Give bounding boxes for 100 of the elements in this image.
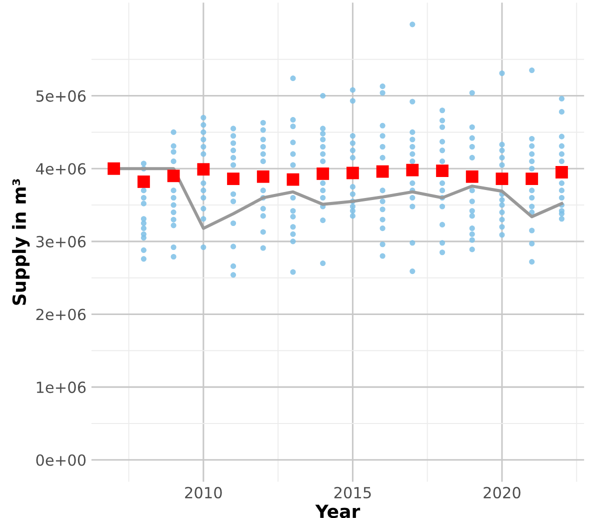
point — [140, 247, 146, 253]
point — [529, 228, 535, 234]
point — [380, 84, 386, 90]
point — [140, 220, 146, 226]
point — [469, 144, 475, 150]
point — [170, 143, 176, 149]
point — [167, 170, 180, 182]
point — [380, 216, 386, 222]
point — [140, 188, 146, 194]
point — [440, 118, 446, 124]
point — [440, 222, 446, 228]
point — [227, 172, 240, 186]
point — [256, 170, 270, 183]
point — [230, 133, 236, 139]
point — [380, 242, 386, 248]
y-tick-label: 1e+06 — [36, 382, 86, 394]
point — [260, 245, 266, 251]
point — [529, 143, 535, 149]
point — [230, 244, 236, 250]
point — [380, 253, 386, 259]
point — [558, 210, 564, 217]
point — [529, 136, 535, 142]
point — [380, 206, 386, 212]
point — [170, 129, 176, 135]
point — [529, 151, 535, 157]
point — [499, 216, 505, 222]
point — [380, 90, 386, 96]
point — [320, 188, 326, 194]
point — [440, 148, 446, 154]
point — [346, 166, 359, 180]
point — [200, 144, 206, 150]
point — [410, 144, 416, 150]
point — [320, 158, 326, 164]
point — [320, 260, 326, 266]
point — [440, 204, 446, 210]
point — [555, 166, 568, 178]
point — [230, 140, 236, 146]
point — [469, 124, 475, 130]
point — [350, 133, 356, 139]
point — [350, 208, 356, 214]
point — [499, 162, 505, 168]
point — [558, 134, 564, 140]
point — [410, 136, 416, 142]
point — [290, 140, 296, 146]
point — [350, 213, 356, 219]
point — [290, 124, 296, 130]
point — [380, 198, 386, 204]
point — [320, 126, 326, 132]
point — [230, 220, 236, 226]
point — [440, 188, 446, 194]
point — [320, 151, 326, 157]
point — [260, 120, 266, 126]
point — [499, 202, 505, 208]
point — [320, 93, 326, 99]
point — [170, 158, 176, 164]
point — [140, 226, 146, 232]
point — [410, 204, 416, 210]
point — [290, 231, 296, 237]
point — [529, 188, 535, 194]
point — [290, 269, 296, 275]
point — [558, 188, 564, 194]
point — [200, 244, 206, 250]
y-tick-label: 0e+00 — [36, 454, 86, 466]
point — [230, 263, 236, 269]
point — [170, 216, 176, 222]
point — [469, 154, 475, 160]
point — [320, 218, 326, 224]
point — [200, 129, 206, 135]
point — [350, 98, 356, 104]
point — [290, 151, 296, 157]
point — [529, 166, 535, 172]
point — [529, 259, 535, 265]
point — [350, 154, 356, 160]
point — [466, 170, 478, 183]
point — [230, 154, 236, 160]
point — [410, 240, 416, 246]
point — [230, 191, 236, 197]
y-tick-label: 2e+06 — [36, 308, 86, 320]
point — [290, 76, 296, 82]
point — [469, 135, 475, 141]
point — [140, 194, 146, 201]
point — [140, 200, 146, 206]
point — [320, 136, 326, 142]
point — [499, 224, 505, 230]
point — [376, 165, 389, 178]
point — [260, 136, 266, 142]
point — [260, 206, 266, 212]
y-tick-label: 4e+06 — [36, 163, 86, 175]
point — [440, 240, 446, 246]
point — [558, 216, 564, 222]
point — [350, 140, 356, 146]
point — [469, 237, 475, 243]
point — [108, 162, 120, 175]
point — [230, 148, 236, 154]
point — [410, 129, 416, 135]
point — [260, 188, 266, 194]
point — [380, 188, 386, 194]
point — [440, 180, 446, 186]
point — [230, 198, 236, 204]
point — [260, 213, 266, 219]
